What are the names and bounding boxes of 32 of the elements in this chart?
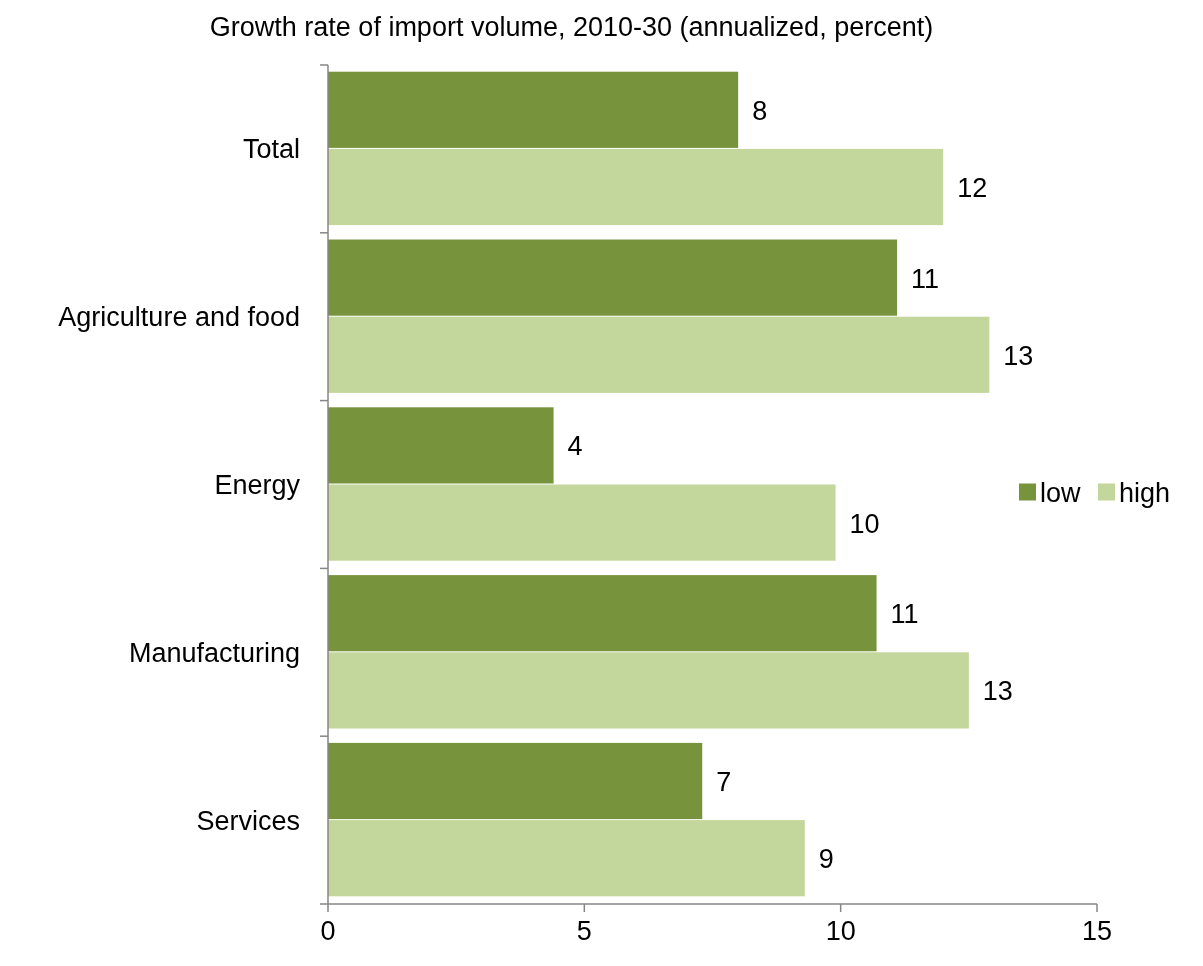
bar (328, 484, 836, 561)
bar (328, 148, 944, 226)
data-label: 11 (890, 599, 919, 630)
bar (328, 71, 739, 148)
y-tick-label: Manufacturing (128, 637, 300, 668)
bar (328, 407, 554, 484)
bar (328, 316, 990, 393)
y-tick-label: Total (242, 134, 300, 165)
data-label: 4 (567, 431, 583, 462)
x-tick-label: 15 (1081, 916, 1113, 946)
x-tick-label: 5 (576, 916, 592, 946)
y-tick-label: Agriculture and food (58, 302, 300, 333)
bar (328, 575, 877, 652)
data-label: 12 (957, 172, 988, 203)
bar (328, 652, 969, 729)
data-label: 8 (752, 95, 768, 126)
data-label: 9 (818, 844, 834, 875)
bar (328, 239, 898, 316)
bar (328, 742, 703, 820)
y-tick-label: Energy (214, 469, 301, 500)
x-tick-label: 10 (825, 916, 856, 946)
data-label: 11 (911, 263, 940, 294)
data-label: 13 (1003, 340, 1034, 371)
chart-title: Growth rate of import volume, 2010-30 (annualized, percent) (209, 12, 934, 42)
data-label: 10 (849, 508, 880, 539)
data-label: 7 (716, 766, 732, 797)
y-tick-label: Services (196, 805, 300, 836)
x-tick-label: 0 (320, 916, 336, 946)
legend-label: high (1119, 477, 1171, 508)
legend-label: low (1040, 477, 1082, 508)
bar (328, 820, 805, 897)
data-label: 13 (982, 676, 1013, 707)
